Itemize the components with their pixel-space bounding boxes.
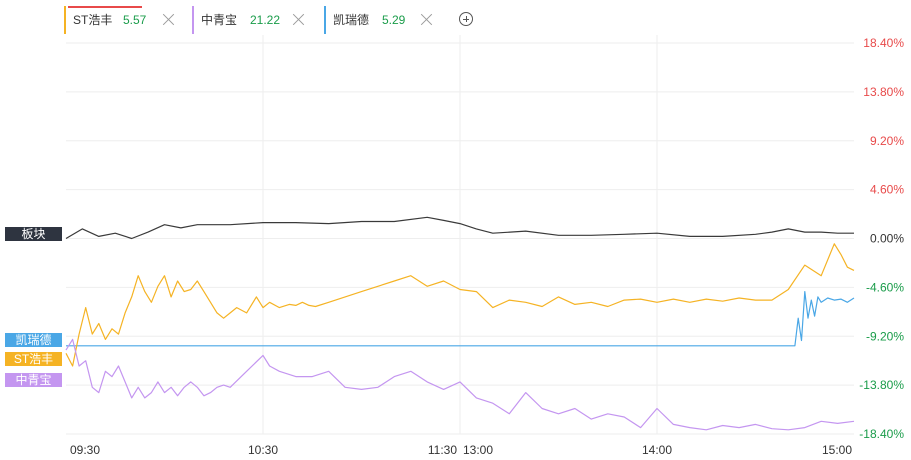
y-tick-label: -9.20% bbox=[866, 329, 904, 343]
tab-stock-price: 5.29 bbox=[382, 13, 406, 27]
x-tick-label: 10:30 bbox=[248, 443, 278, 457]
plus-circle-icon[interactable] bbox=[459, 12, 473, 26]
y-tick-label: 18.40% bbox=[863, 36, 904, 50]
series-line bbox=[65, 216, 854, 240]
y-tick-label: -13.80% bbox=[859, 378, 904, 392]
tab-stock-price: 21.22 bbox=[250, 13, 281, 27]
series-tag-zhongqingbao: 中青宝 bbox=[5, 373, 62, 387]
tab-stock-price: 5.57 bbox=[123, 13, 147, 27]
series-tag-st-haofeng: ST浩丰 bbox=[5, 352, 62, 366]
series-line bbox=[65, 243, 855, 367]
series-tag-sector: 板块 bbox=[5, 227, 62, 241]
x-tick-label: 09:30 bbox=[70, 443, 100, 457]
series-tag-kairuide: 凯瑞德 bbox=[5, 333, 62, 347]
stock-tab-kairuide[interactable]: 凯瑞德 5.29 bbox=[324, 6, 448, 34]
series-line bbox=[65, 338, 855, 431]
series-line bbox=[66, 291, 855, 347]
x-tick-label: 13:00 bbox=[463, 443, 493, 457]
tab-stock-name: 中青宝 bbox=[201, 13, 238, 27]
y-tick-label: 0.00% bbox=[870, 232, 904, 246]
stock-tab-st-haofeng[interactable]: ST浩丰 5.57 bbox=[64, 6, 188, 34]
active-tab-indicator bbox=[68, 6, 142, 8]
y-tick-label: 4.60% bbox=[870, 183, 904, 197]
y-tick-label: 9.20% bbox=[870, 134, 904, 148]
x-tick-label: 14:00 bbox=[642, 443, 672, 457]
tab-stock-name: ST浩丰 bbox=[73, 13, 113, 27]
tab-stock-name: 凯瑞德 bbox=[333, 13, 370, 27]
x-tick-label: 15:00 bbox=[822, 443, 852, 457]
y-tick-label: 13.80% bbox=[863, 85, 904, 99]
y-tick-label: -18.40% bbox=[859, 427, 904, 441]
stock-tab-zhongqingbao[interactable]: 中青宝 21.22 bbox=[192, 6, 320, 34]
y-tick-label: -4.60% bbox=[866, 280, 904, 294]
x-tick-label: 11:30 bbox=[428, 443, 457, 457]
